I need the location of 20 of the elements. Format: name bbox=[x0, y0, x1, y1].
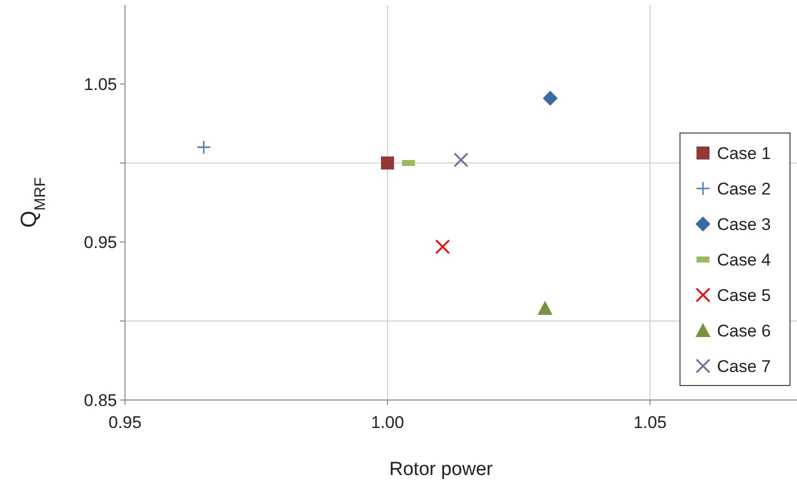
y-tick-label: 0.95 bbox=[84, 232, 117, 252]
point bbox=[454, 152, 468, 168]
legend-label: Case 6 bbox=[717, 321, 771, 340]
legend-label: Case 5 bbox=[717, 286, 771, 305]
point bbox=[538, 300, 552, 315]
legend-label: Case 1 bbox=[717, 144, 771, 163]
legend-label: Case 4 bbox=[717, 250, 771, 270]
point bbox=[542, 90, 558, 106]
point bbox=[381, 156, 394, 170]
point bbox=[435, 239, 450, 254]
x-axis-title: Rotor power bbox=[389, 459, 494, 480]
point bbox=[196, 140, 211, 154]
legend-label: Case 3 bbox=[717, 214, 771, 234]
legend-label: Case 2 bbox=[717, 179, 771, 198]
legend-label: Case 7 bbox=[717, 356, 771, 376]
y-tick-label: 1.05 bbox=[84, 74, 117, 94]
y-tick-label: 0.85 bbox=[84, 390, 117, 410]
x-tick-label: 0.95 bbox=[108, 413, 142, 432]
x-tick-label: 1.00 bbox=[370, 413, 404, 432]
x-tick-label: 1.05 bbox=[633, 413, 667, 432]
